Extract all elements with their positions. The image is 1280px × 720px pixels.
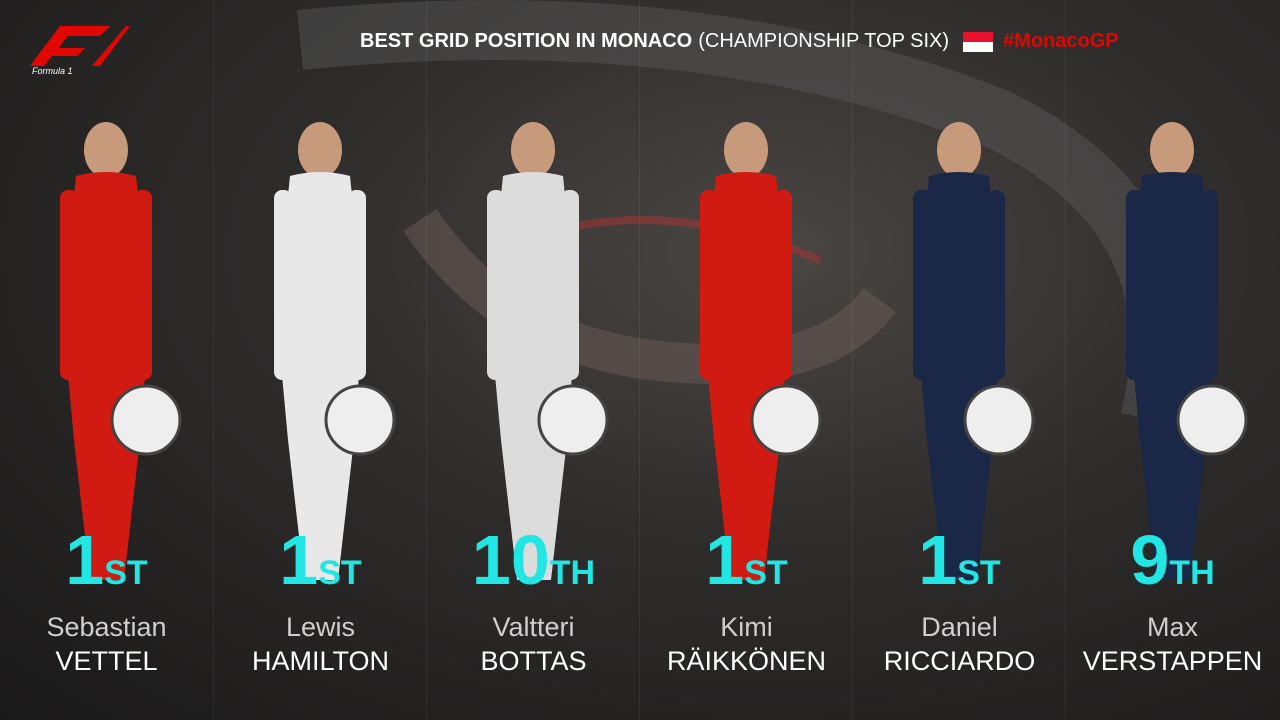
position-suffix: ST	[957, 554, 1001, 592]
title-bold: BEST GRID POSITION IN MONACO	[360, 30, 693, 52]
logo-text: Formula 1	[32, 66, 73, 76]
driver-silhouette	[1126, 122, 1248, 580]
driver-silhouette	[60, 122, 182, 580]
driver-figure	[1066, 110, 1279, 585]
position-number: 1	[279, 521, 319, 599]
position-number: 1	[918, 521, 958, 599]
position-number: 9	[1130, 521, 1170, 599]
first-name: Max	[1146, 612, 1198, 642]
last-name: RICCIARDO	[883, 646, 1036, 676]
grid-position: 1ST	[214, 520, 427, 600]
driver-silhouette	[487, 122, 609, 580]
position-suffix: TH	[549, 554, 596, 592]
grid-position: 10TH	[427, 520, 640, 600]
position-number: 10	[471, 521, 550, 599]
last-name: VERSTAPPEN	[1082, 646, 1263, 676]
last-name: HAMILTON	[251, 646, 390, 676]
last-name: BOTTAS	[480, 646, 587, 676]
hashtag: #MonacoGP	[1003, 30, 1119, 52]
driver-figure	[640, 110, 853, 585]
position-suffix: ST	[104, 554, 148, 592]
driver-silhouette	[913, 122, 1035, 580]
driver-column: 9TH Max VERSTAPPEN	[1065, 0, 1279, 720]
first-name: Sebastian	[46, 612, 167, 642]
driver-column: 10TH Valtteri BOTTAS	[426, 0, 640, 720]
first-name: Valtteri	[492, 612, 575, 642]
position-suffix: ST	[318, 554, 362, 592]
first-name: Daniel	[921, 612, 998, 642]
grid-position: 1ST	[853, 520, 1066, 600]
driver-silhouette	[700, 122, 822, 580]
last-name: VETTEL	[55, 646, 158, 676]
title-rest: (CHAMPIONSHIP TOP SIX)	[698, 30, 950, 52]
header: BEST GRID POSITION IN MONACO (CHAMPIONSH…	[360, 30, 1119, 53]
driver-silhouette	[274, 122, 396, 580]
position-number: 1	[65, 521, 105, 599]
driver-column: 1ST Daniel RICCIARDO	[852, 0, 1066, 720]
first-name: Lewis	[285, 612, 356, 642]
position-number: 1	[705, 521, 745, 599]
driver-column: 1ST Kimi RÄIKKÖNEN	[639, 0, 853, 720]
last-name: RÄIKKÖNEN	[666, 646, 827, 676]
position-suffix: ST	[744, 554, 788, 592]
driver-figure	[853, 110, 1066, 585]
driver-figure	[214, 110, 427, 585]
grid-position: 1ST	[0, 520, 213, 600]
grid-position: 9TH	[1066, 520, 1279, 600]
first-name: Kimi	[720, 612, 773, 642]
f1-logo	[30, 26, 130, 66]
driver-figure	[427, 110, 640, 585]
driver-figure	[0, 110, 213, 585]
monaco-flag	[963, 31, 994, 52]
position-suffix: TH	[1169, 554, 1215, 592]
grid-position: 1ST	[640, 520, 853, 600]
driver-column: 1ST Sebastian VETTEL	[0, 0, 213, 720]
driver-column: 1ST Lewis HAMILTON	[213, 0, 427, 720]
